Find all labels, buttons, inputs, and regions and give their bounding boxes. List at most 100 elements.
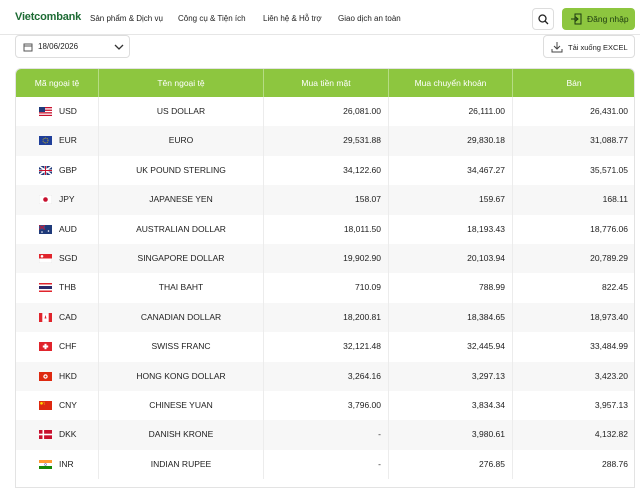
currency-code: CHF bbox=[59, 341, 77, 352]
menu-item[interactable]: Sản phẩm & Dịch vụ bbox=[90, 14, 163, 23]
currency-code: JPY bbox=[59, 194, 75, 205]
table-row: INR INDIAN RUPEE -276.85 288.76 bbox=[16, 449, 634, 480]
cell: EUR bbox=[16, 126, 99, 156]
currency-code: INR bbox=[59, 458, 74, 469]
cell: 31,088.77 bbox=[513, 126, 634, 155]
cell: 26,431.00 bbox=[513, 97, 634, 126]
cell: GBP bbox=[16, 155, 99, 186]
flag-icon bbox=[39, 342, 52, 352]
cell: - bbox=[264, 449, 389, 480]
column-header: Bán bbox=[513, 69, 634, 97]
column-header: Mua chuyển khoản bbox=[389, 69, 513, 97]
menu-item[interactable]: Liên hệ & Hỗ trợ bbox=[263, 14, 322, 23]
table-row: THB THAI BAHT 710.09 788.99 822.45 bbox=[16, 273, 634, 303]
login-icon bbox=[571, 13, 582, 25]
cell: DKK bbox=[16, 420, 99, 450]
cell: SWISS FRANC bbox=[99, 332, 264, 362]
currency-code: CAD bbox=[59, 311, 77, 322]
table-row: CNY CHINESE YUAN 3,796.00 3,834.34 3,957.13 bbox=[16, 391, 634, 421]
search-button[interactable] bbox=[532, 8, 554, 30]
cell: 34,122.60 bbox=[264, 155, 389, 186]
cell: 159.67 bbox=[389, 185, 513, 215]
cell: 26,081.00 bbox=[264, 97, 389, 127]
cell: 3,957.13 bbox=[513, 391, 634, 420]
table-row: EUR EURO 29,531.88 29,830.18 31,088.77 bbox=[16, 126, 634, 156]
cell: 3,297.13 bbox=[389, 361, 513, 391]
cell: 710.09 bbox=[264, 273, 389, 303]
date-value: 18/06/2026 bbox=[38, 42, 79, 51]
table-row: USD US DOLLAR 26,081.00 26,111.00 26,431.00 bbox=[16, 97, 634, 127]
table-row: GBP UK POUND STERLING 34,122.60 34,467.27 35… bbox=[16, 155, 634, 186]
menu-item[interactable]: Công cụ & Tiện ích bbox=[178, 14, 246, 23]
cell: 288.76 bbox=[513, 450, 634, 479]
cell: 18,384.65 bbox=[389, 302, 513, 333]
cell: SGD bbox=[16, 244, 99, 274]
rate-table: Mã ngoại tệ Tên ngoại tệ Mua tiền mặt Mua c… bbox=[15, 68, 635, 488]
cell: EURO bbox=[99, 126, 264, 156]
cell: - bbox=[264, 420, 389, 450]
cell: 3,423.20 bbox=[513, 362, 634, 391]
flag-icon bbox=[39, 430, 52, 440]
flag-icon bbox=[39, 312, 52, 322]
download-icon bbox=[551, 42, 563, 53]
logo[interactable]: Vietcombank bbox=[15, 11, 82, 23]
cell: 4,132.82 bbox=[513, 420, 634, 449]
table-row: HKD HONG KONG DOLLAR 3,264.16 3,297.13 3,423… bbox=[16, 361, 634, 391]
cell: 20,103.94 bbox=[389, 244, 513, 274]
menu-item[interactable]: Giao dịch an toàn bbox=[338, 14, 401, 23]
cell: THB bbox=[16, 273, 99, 303]
currency-code: DKK bbox=[59, 429, 77, 440]
cell: 32,445.94 bbox=[389, 332, 513, 362]
table-row: CAD CANADIAN DOLLAR 18,200.81 18,384.65 18,9… bbox=[16, 302, 634, 333]
cell: 3,834.34 bbox=[389, 391, 513, 421]
cell: SINGAPORE DOLLAR bbox=[99, 244, 264, 274]
currency-code: THB bbox=[59, 282, 76, 293]
table-row: JPY JAPANESE YEN 158.07 159.67 168.11 bbox=[16, 185, 634, 215]
cell: HONG KONG DOLLAR bbox=[99, 361, 264, 391]
cell: AUSTRALIAN DOLLAR bbox=[99, 214, 264, 244]
cell: JPY bbox=[16, 185, 99, 215]
cell: 3,980.61 bbox=[389, 420, 513, 450]
cell: 158.07 bbox=[264, 185, 389, 215]
cell: DANISH KRONE bbox=[99, 420, 264, 450]
table-row: SGD SINGAPORE DOLLAR 19,902.90 20,103.94 20,… bbox=[16, 244, 634, 274]
cell: HKD bbox=[16, 361, 99, 391]
cell: 3,796.00 bbox=[264, 391, 389, 421]
flag-icon bbox=[39, 165, 52, 175]
cell: CAD bbox=[16, 302, 99, 333]
cell: 26,111.00 bbox=[389, 97, 513, 127]
flag-icon bbox=[39, 136, 52, 146]
cell: THAI BAHT bbox=[99, 273, 264, 303]
flag-icon bbox=[39, 195, 52, 205]
cell: 19,902.90 bbox=[264, 244, 389, 274]
column-header: Mua tiền mặt bbox=[264, 69, 389, 97]
currency-code: EUR bbox=[59, 135, 77, 146]
page: Vietcombank Sản phẩm & Dịch vụ Công cụ &… bbox=[0, 8, 640, 488]
cell: 20,789.29 bbox=[513, 244, 634, 273]
cell: US DOLLAR bbox=[99, 97, 264, 127]
cell: 33,484.99 bbox=[513, 332, 634, 361]
login-label: Đăng nhập bbox=[587, 14, 629, 24]
cell: AUD bbox=[16, 214, 99, 244]
flag-icon bbox=[39, 283, 52, 293]
flag-icon bbox=[39, 224, 52, 234]
login-button[interactable]: Đăng nhập bbox=[562, 8, 635, 30]
flag-icon bbox=[39, 254, 52, 263]
cell: INDIAN RUPEE bbox=[99, 449, 264, 480]
download-label: Tải xuống EXCEL bbox=[568, 43, 628, 52]
cell: CHF bbox=[16, 332, 99, 362]
currency-code: USD bbox=[59, 106, 77, 116]
cell: 18,011.50 bbox=[264, 214, 389, 244]
table-row: DKK DANISH KRONE -3,980.61 4,132.82 bbox=[16, 420, 634, 450]
cell: USD bbox=[16, 97, 99, 127]
cell: 18,973.40 bbox=[513, 303, 634, 332]
download-button[interactable]: Tải xuống EXCEL bbox=[543, 35, 635, 58]
cell: 18,200.81 bbox=[264, 302, 389, 333]
currency-code: SGD bbox=[59, 253, 78, 263]
currency-code: HKD bbox=[59, 370, 77, 381]
cell: 18,776.06 bbox=[513, 215, 634, 244]
cell: 168.11 bbox=[513, 185, 634, 214]
cell: 35,571.05 bbox=[513, 156, 634, 185]
cell: 788.99 bbox=[389, 273, 513, 303]
date-picker[interactable]: 18/06/2026 bbox=[15, 35, 130, 58]
